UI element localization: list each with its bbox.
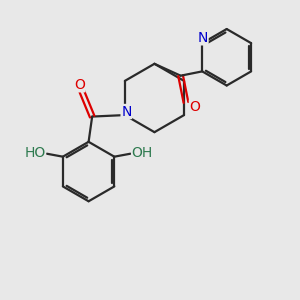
Text: HO: HO	[24, 146, 46, 160]
Text: OH: OH	[132, 146, 153, 160]
Text: N: N	[198, 31, 208, 45]
Text: O: O	[74, 78, 85, 92]
Text: N: N	[121, 104, 131, 118]
Text: O: O	[189, 100, 200, 114]
